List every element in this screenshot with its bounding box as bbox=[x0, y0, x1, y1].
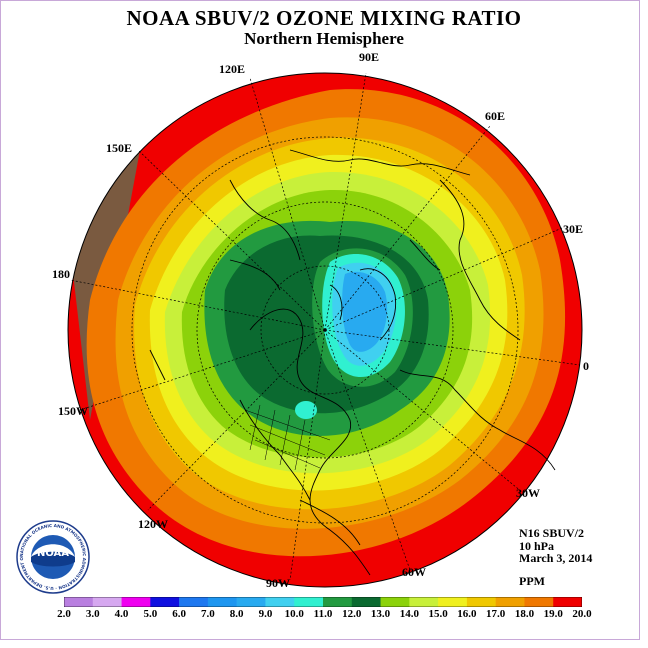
color-scale-tick-label: 19.0 bbox=[543, 608, 563, 620]
color-scale-tick-label: 4.0 bbox=[114, 608, 129, 620]
page-title: NOAA SBUV/2 OZONE MIXING RATIO bbox=[126, 6, 522, 30]
color-swatch bbox=[380, 597, 410, 607]
color-scale-tick-label: 8.0 bbox=[229, 608, 244, 620]
color-swatch bbox=[351, 597, 381, 607]
label-30e: 30E bbox=[563, 222, 584, 236]
label-150w: 150W bbox=[58, 404, 88, 418]
color-swatch bbox=[466, 597, 496, 607]
label-60w: 60W bbox=[402, 565, 426, 579]
label-150e: 150E bbox=[106, 141, 133, 155]
color-swatch bbox=[294, 597, 324, 607]
color-swatch bbox=[495, 597, 525, 607]
color-scale-tick-label: 12.0 bbox=[342, 608, 362, 620]
map-boundary bbox=[67, 72, 583, 588]
label-90e: 90E bbox=[359, 50, 380, 64]
color-scale-tick-label: 9.0 bbox=[258, 608, 273, 620]
color-scale-tick-label: 14.0 bbox=[399, 608, 419, 620]
color-scale-tick-label: 5.0 bbox=[143, 608, 158, 620]
color-swatch bbox=[64, 597, 94, 607]
color-scale-tick-label: 2.0 bbox=[57, 608, 71, 620]
label-0: 0 bbox=[583, 359, 589, 373]
color-scale-tick-label: 10.0 bbox=[284, 608, 304, 620]
color-scale-tick-label: 11.0 bbox=[313, 608, 333, 620]
image-frame bbox=[0, 0, 640, 640]
coastlines bbox=[149, 149, 556, 576]
ozone-field bbox=[68, 73, 582, 587]
color-swatch bbox=[323, 597, 353, 607]
pressure-level-label: 10 hPa bbox=[519, 539, 555, 553]
color-scale-bar bbox=[64, 597, 582, 607]
color-swatch bbox=[409, 597, 439, 607]
label-120w: 120W bbox=[138, 517, 168, 531]
color-swatch bbox=[121, 597, 151, 607]
graticule bbox=[69, 72, 581, 581]
label-180: 180 bbox=[52, 267, 70, 281]
logo-text: NOAA bbox=[37, 548, 69, 559]
color-swatch bbox=[524, 597, 554, 607]
color-scale-tick-label: 13.0 bbox=[370, 608, 391, 620]
color-swatch bbox=[150, 597, 180, 607]
instrument-label: N16 SBUV/2 bbox=[519, 526, 585, 540]
page-subtitle: Northern Hemisphere bbox=[244, 29, 404, 48]
color-swatch bbox=[92, 597, 122, 607]
color-scale-tick-label: 6.0 bbox=[172, 608, 186, 620]
color-scale-tick-label: 18.0 bbox=[514, 608, 535, 620]
color-scale-tick-label: 3.0 bbox=[85, 608, 100, 620]
color-scale-tick-label: 20.0 bbox=[572, 608, 592, 620]
color-swatch bbox=[179, 597, 209, 607]
color-swatch bbox=[207, 597, 237, 607]
units-label: PPM bbox=[519, 574, 545, 588]
label-90w: 90W bbox=[266, 576, 290, 590]
color-scale-tick-label: 17.0 bbox=[486, 608, 506, 620]
color-scale-tick-label: 16.0 bbox=[457, 608, 477, 620]
color-scale-tick-label: 15.0 bbox=[428, 608, 448, 620]
state-lines bbox=[244, 404, 331, 471]
label-60e: 60E bbox=[485, 109, 506, 123]
date-label: March 3, 2014 bbox=[519, 551, 593, 565]
color-swatch bbox=[236, 597, 266, 607]
noaa-logo: NATIONAL OCEANIC AND ATMOSPHERIC ADMINIS… bbox=[16, 520, 90, 594]
label-120e: 120E bbox=[219, 62, 246, 76]
label-30w: 30W bbox=[516, 486, 540, 500]
color-scale-tick-label: 7.0 bbox=[201, 608, 215, 620]
color-swatch bbox=[265, 597, 295, 607]
color-swatch bbox=[553, 597, 582, 607]
color-swatch bbox=[438, 597, 468, 607]
